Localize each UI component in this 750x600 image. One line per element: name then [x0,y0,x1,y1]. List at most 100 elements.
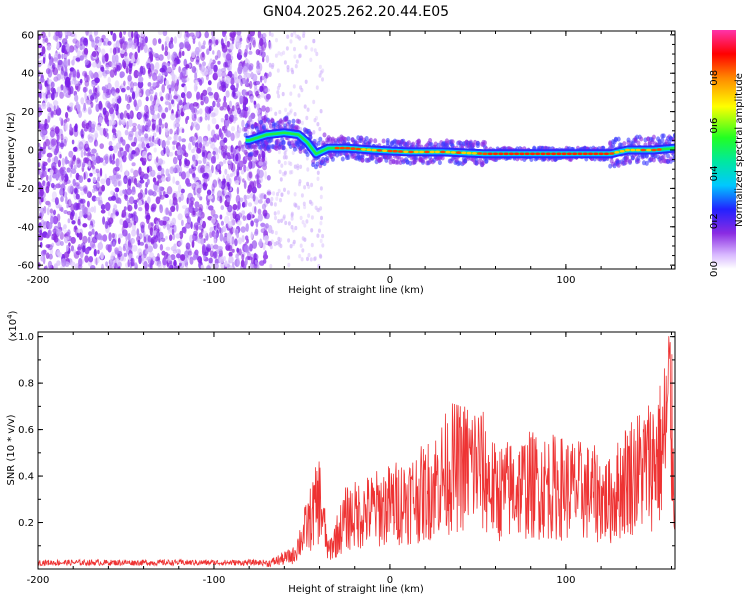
noise-blob [289,39,293,44]
noise-blob [52,215,59,225]
noise-blob [80,198,86,204]
noise-blob [161,84,165,93]
noise-blob [260,222,266,227]
noise-blob [165,246,171,251]
ridge-halo [636,140,641,146]
noise-blob [287,160,291,166]
noise-blob [152,52,156,57]
noise-blob [279,198,282,203]
noise-blob [91,80,96,88]
noise-blob [55,31,60,37]
noise-blob [264,170,267,180]
noise-blob [319,70,323,75]
noise-blob [157,112,160,119]
noise-blob [206,205,209,210]
noise-blob [79,55,85,61]
noise-blob [42,145,47,155]
ridge-core [609,152,615,155]
noise-blob [241,77,247,85]
y-tick-label: 0 [28,146,34,157]
noise-blob [213,238,217,244]
noise-blob [49,169,54,175]
noise-blob [286,34,290,39]
noise-blob [213,250,217,259]
noise-blob [250,231,253,240]
noise-blob [85,99,91,106]
noise-blob [88,136,94,143]
ridge-halo [340,156,345,162]
noise-blob [137,124,141,130]
noise-blob [176,58,181,65]
noise-blob [100,204,106,210]
ridge-halo [381,138,386,144]
noise-blob [71,59,75,66]
noise-blob [63,210,68,214]
noise-blob [248,115,253,123]
noise-blob [131,229,137,237]
noise-blob [170,83,175,92]
noise-blob [289,108,293,113]
noise-blob [39,123,45,130]
colorbar-tick-label: 0.6 [709,118,720,134]
noise-blob [229,160,233,170]
noise-blob [306,107,310,112]
noise-blob [47,107,52,113]
noise-blob [256,64,261,70]
noise-blob [222,51,226,58]
noise-blob [288,110,292,115]
noise-blob [79,78,83,84]
noise-blob [275,196,279,201]
noise-blob [161,65,167,73]
noise-blob [72,249,77,255]
noise-blob [128,130,134,138]
noise-blob [60,70,64,80]
noise-blob [178,66,181,73]
noise-blob [83,119,87,125]
noise-blob [71,220,76,225]
noise-blob [219,195,223,204]
noise-blob [269,107,273,112]
noise-blob [173,134,179,142]
noise-blob [154,62,160,70]
noise-blob [41,46,46,55]
noise-blob [128,69,132,75]
noise-blob [224,187,227,196]
noise-blob [41,31,46,38]
noise-blob [44,265,48,269]
noise-blob [61,173,65,181]
noise-blob [83,47,89,56]
noise-blob [110,190,115,196]
noise-blob [115,87,120,94]
noise-blob [188,142,192,151]
noise-blob [217,177,220,184]
noise-blob [119,31,123,39]
noise-blob [309,257,313,262]
noise-blob [144,105,149,112]
noise-blob [84,255,89,263]
noise-blob [257,208,262,215]
noise-blob [56,260,61,266]
noise-blob [56,41,60,50]
noise-blob [187,250,193,256]
noise-blob [159,138,163,145]
noise-blob [189,32,195,37]
noise-blob [253,262,259,269]
noise-blob [112,173,119,180]
noise-blob [80,149,84,158]
noise-blob [47,93,51,99]
noise-blob [78,257,83,267]
ridge-halo [429,142,434,148]
noise-blob [241,144,245,152]
noise-blob [122,120,126,126]
noise-blob [227,183,231,191]
noise-blob [170,37,174,43]
noise-blob [281,171,285,177]
noise-blob [82,235,88,244]
noise-blob [307,213,311,218]
noise-blob [169,128,173,135]
noise-blob [216,153,220,160]
noise-blob [256,80,260,85]
noise-blob [77,218,81,226]
noise-blob [310,215,314,220]
noise-blob [254,259,258,264]
